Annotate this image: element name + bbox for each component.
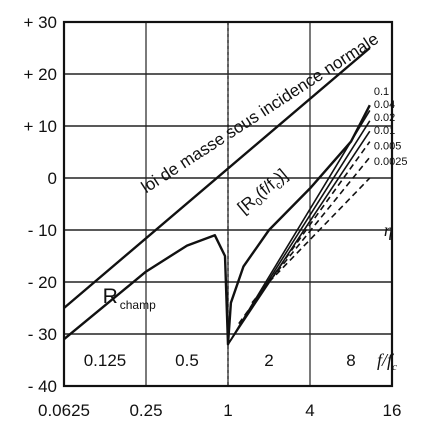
y-tick-label: - 30 (28, 325, 57, 344)
series-line (268, 177, 371, 283)
y-tick-label: - 20 (28, 273, 57, 292)
plot-frame (62, 20, 394, 388)
x-major-tick-label: 16 (383, 401, 402, 420)
series-group (63, 47, 371, 346)
y-tick-label: + 10 (23, 117, 57, 136)
series-line (238, 141, 371, 325)
x-minor-tick-label: 0.5 (175, 351, 199, 370)
series-line (227, 130, 371, 345)
eta-value-label: 0.02 (374, 112, 395, 124)
x-major-tick-label: 1 (223, 401, 232, 420)
frame (62, 20, 394, 388)
x-axis-label: f/fc (377, 350, 397, 373)
x-minor-tick-label: 8 (346, 351, 355, 370)
eta-value-label: 0.005 (374, 140, 402, 152)
x-major-tick-label: 0.0625 (38, 401, 90, 420)
y-tick-label: + 20 (23, 65, 57, 84)
eta-value-label: 0.04 (374, 99, 395, 111)
eta-value-label: 0.0025 (374, 156, 408, 168)
y-tick-label: - 40 (28, 377, 57, 396)
x-major-tick-label: 4 (305, 401, 314, 420)
x-minor-tick-label: 0.125 (84, 351, 127, 370)
eta-value-label: 0.01 (374, 125, 395, 137)
eta-value-label: 0.1 (374, 86, 389, 98)
x-axis-label-sub: c (392, 361, 397, 373)
y-tick-label: + 30 (23, 13, 57, 32)
x-major-tick-label: 0.25 (129, 401, 162, 420)
y-tick-label: 0 (48, 169, 57, 188)
series-line (63, 47, 371, 309)
eta-label: η (384, 220, 393, 240)
y-tick-label: - 10 (28, 221, 57, 240)
x-minor-tick-label: 2 (264, 351, 273, 370)
series-line (63, 104, 371, 346)
r-champ-sub: champ (120, 298, 156, 312)
